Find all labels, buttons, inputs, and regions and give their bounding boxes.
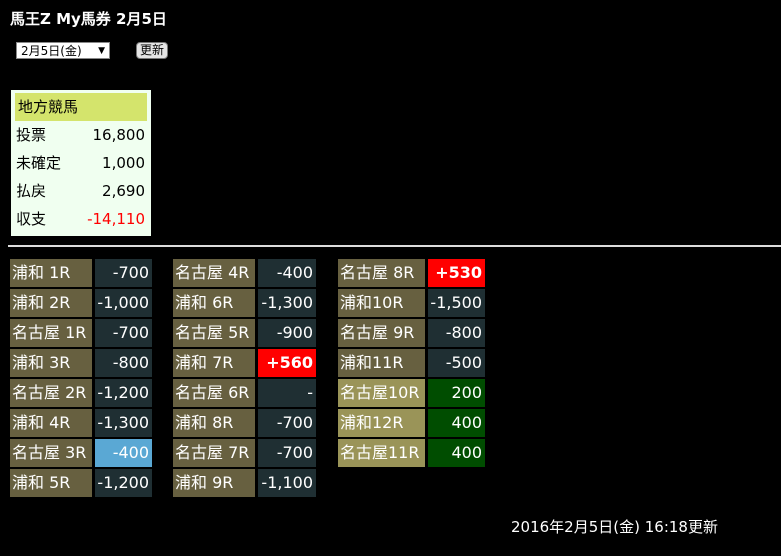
date-select[interactable]: 2月5日(金) ▼ — [16, 42, 110, 59]
race-result[interactable]: 浦和11R -500 — [338, 349, 485, 377]
divider — [8, 245, 781, 247]
race-result[interactable]: 名古屋 9R -800 — [338, 319, 485, 347]
race-result[interactable]: 浦和 6R -1,300 — [173, 289, 316, 317]
summary-value: -14,110 — [87, 210, 145, 228]
race-name: 浦和 4R — [10, 409, 92, 437]
race-balance: -1,500 — [428, 289, 485, 317]
race-name: 浦和 3R — [10, 349, 92, 377]
race-name: 浦和 7R — [173, 349, 255, 377]
race-name: 浦和 1R — [10, 259, 92, 287]
race-balance: -1,300 — [258, 289, 316, 317]
dropdown-arrow-icon: ▼ — [98, 45, 105, 56]
race-balance: -500 — [428, 349, 485, 377]
summary-box: 地方競馬 投票 16,800 未確定 1,000 払戻 2,690 収支 -14,110 — [11, 90, 151, 236]
race-result[interactable]: 名古屋10R 200 — [338, 379, 485, 407]
summary-label: 収支 — [16, 210, 47, 228]
race-result[interactable]: 浦和12R 400 — [338, 409, 485, 437]
race-name: 名古屋 9R — [338, 319, 425, 347]
race-result[interactable]: 名古屋 3R -400 — [10, 439, 152, 467]
race-result[interactable]: 名古屋 7R -700 — [173, 439, 316, 467]
race-balance: 200 — [428, 379, 485, 407]
race-result[interactable]: 名古屋 5R -900 — [173, 319, 316, 347]
summary-value: 16,800 — [92, 126, 146, 144]
summary-row: 収支 -14,110 — [11, 205, 151, 233]
date-select-value: 2月5日(金) — [21, 44, 82, 58]
page-title: 馬王Z My馬券 2月5日 — [10, 10, 167, 28]
race-balance: -400 — [258, 259, 316, 287]
race-name: 浦和 2R — [10, 289, 92, 317]
race-balance: - — [258, 379, 316, 407]
summary-row: 投票 16,800 — [11, 121, 151, 149]
race-name: 名古屋 1R — [10, 319, 92, 347]
race-balance: -700 — [95, 319, 152, 347]
race-balance: -900 — [258, 319, 316, 347]
race-balance: 400 — [428, 409, 485, 437]
updated-timestamp: 2016年2月5日(金) 16:18更新 — [511, 518, 718, 536]
race-name: 浦和 6R — [173, 289, 255, 317]
race-name: 名古屋 3R — [10, 439, 92, 467]
race-result[interactable]: 浦和 1R -700 — [10, 259, 152, 287]
race-result[interactable]: 名古屋11R 400 — [338, 439, 485, 467]
race-name: 名古屋 5R — [173, 319, 255, 347]
summary-row: 未確定 1,000 — [11, 149, 151, 177]
race-name: 名古屋 4R — [173, 259, 255, 287]
race-result[interactable]: 浦和 2R -1,000 — [10, 289, 152, 317]
race-column: 名古屋 4R -400 浦和 6R -1,300 名古屋 5R -900 浦和 7R +560… — [173, 259, 316, 499]
race-balance: +560 — [258, 349, 316, 377]
race-balance: -1,000 — [95, 289, 152, 317]
summary-label: 投票 — [16, 126, 47, 144]
race-name: 浦和 5R — [10, 469, 92, 497]
race-result[interactable]: 浦和 5R -1,200 — [10, 469, 152, 497]
race-result[interactable]: 浦和10R -1,500 — [338, 289, 485, 317]
race-result[interactable]: 名古屋 8R +530 — [338, 259, 485, 287]
race-balance: -400 — [95, 439, 152, 467]
race-name: 名古屋11R — [338, 439, 425, 467]
summary-value: 1,000 — [102, 154, 145, 172]
race-name: 浦和 9R — [173, 469, 255, 497]
race-name: 名古屋 2R — [10, 379, 92, 407]
race-result[interactable]: 名古屋 6R - — [173, 379, 316, 407]
race-name: 名古屋 7R — [173, 439, 255, 467]
race-balance: -700 — [258, 409, 316, 437]
race-column: 名古屋 8R +530 浦和10R -1,500 名古屋 9R -800 浦和11R -500… — [338, 259, 485, 469]
race-result[interactable]: 浦和 3R -800 — [10, 349, 152, 377]
summary-label: 払戻 — [16, 182, 47, 200]
race-balance: -800 — [428, 319, 485, 347]
race-result[interactable]: 浦和 9R -1,100 — [173, 469, 316, 497]
race-balance: -1,200 — [95, 379, 152, 407]
race-name: 浦和10R — [338, 289, 425, 317]
summary-row: 払戻 2,690 — [11, 177, 151, 205]
race-name: 浦和12R — [338, 409, 425, 437]
race-balance: -700 — [258, 439, 316, 467]
race-result[interactable]: 浦和 7R +560 — [173, 349, 316, 377]
summary-value: 2,690 — [102, 182, 145, 200]
race-result[interactable]: 名古屋 1R -700 — [10, 319, 152, 347]
race-balance: -1,200 — [95, 469, 152, 497]
race-name: 浦和 8R — [173, 409, 255, 437]
race-balance: -800 — [95, 349, 152, 377]
summary-label: 未確定 — [16, 154, 62, 172]
race-balance: -1,300 — [95, 409, 152, 437]
refresh-button[interactable]: 更新 — [136, 42, 169, 59]
race-name: 浦和11R — [338, 349, 425, 377]
race-balance: -700 — [95, 259, 152, 287]
race-column: 浦和 1R -700 浦和 2R -1,000 名古屋 1R -700 浦和 3R -800 名… — [10, 259, 152, 499]
race-balance: +530 — [428, 259, 485, 287]
race-result[interactable]: 名古屋 2R -1,200 — [10, 379, 152, 407]
race-balance: 400 — [428, 439, 485, 467]
race-result[interactable]: 浦和 8R -700 — [173, 409, 316, 437]
summary-header: 地方競馬 — [15, 93, 147, 121]
race-name: 名古屋10R — [338, 379, 425, 407]
race-name: 名古屋 8R — [338, 259, 425, 287]
race-result[interactable]: 浦和 4R -1,300 — [10, 409, 152, 437]
race-result[interactable]: 名古屋 4R -400 — [173, 259, 316, 287]
race-balance: -1,100 — [258, 469, 316, 497]
race-name: 名古屋 6R — [173, 379, 255, 407]
